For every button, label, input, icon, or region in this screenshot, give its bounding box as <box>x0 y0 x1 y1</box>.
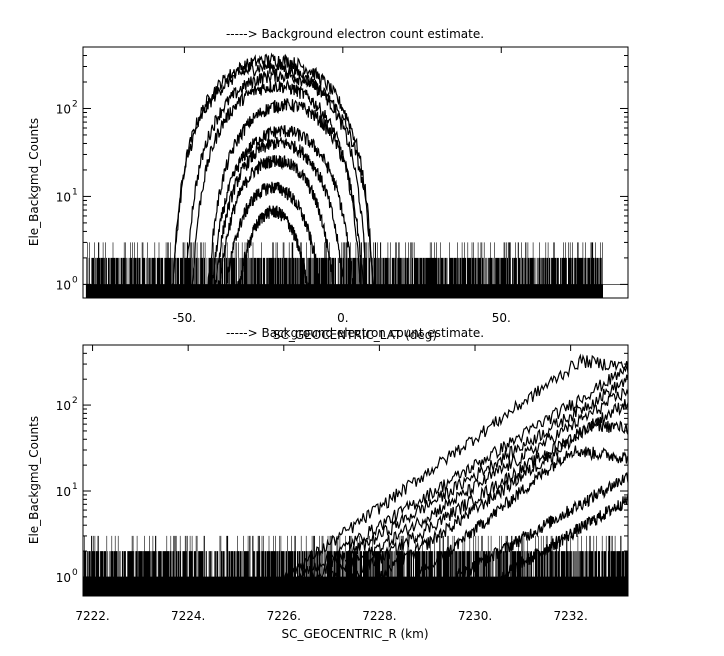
series-line-6 <box>212 136 347 296</box>
x-axis: 7222. 7224. 7226. 7228. 7230. 7232. <box>75 345 588 623</box>
x-tick-label: -50. <box>173 311 196 325</box>
y-axis-label: Ele_Backgmd_Counts <box>27 118 41 246</box>
series-line-2 <box>183 68 376 299</box>
y-tick-label: 10 <box>56 102 71 116</box>
series-line-7 <box>455 472 629 584</box>
y-tick-exponent: 2 <box>72 396 78 406</box>
y-tick-exponent: 2 <box>72 99 78 109</box>
y-tick-label: 10 <box>56 485 71 499</box>
chart-title: -----> Background electron count estimat… <box>226 326 484 340</box>
y-tick-exponent: 1 <box>72 482 78 492</box>
y-tick-exponent: 1 <box>72 187 78 197</box>
x-axis-label: SC_GEOCENTRIC_LAT (deg) <box>273 328 437 342</box>
x-tick-label: 7230. <box>458 609 492 623</box>
x-tick-label: 7232. <box>553 609 587 623</box>
series-group <box>82 353 629 596</box>
series-line-0 <box>171 52 376 296</box>
series-line-2 <box>311 374 629 583</box>
series-line-3 <box>190 79 363 297</box>
x-tick-label: 7224. <box>171 609 205 623</box>
y-tick-label: 10 <box>56 571 71 585</box>
series-line-5 <box>209 125 357 298</box>
x-tick-label: 50. <box>492 311 511 325</box>
series-group <box>83 52 628 299</box>
plot-frame <box>82 46 629 299</box>
chart-panel-r: -----> Background electron count estimat… <box>27 326 629 641</box>
y-tick-label: 10 <box>56 399 71 413</box>
series-line-4 <box>350 399 629 580</box>
y-tick-label: 10 <box>56 190 71 204</box>
y-tick-exponent: 0 <box>72 275 78 285</box>
series-line-3 <box>331 387 629 581</box>
series-line-6 <box>417 445 629 583</box>
plot-frame <box>82 344 629 597</box>
series-line-1 <box>297 363 629 581</box>
y-tick-label: 10 <box>56 278 71 292</box>
y-tick-exponent: 0 <box>72 568 78 578</box>
noise-band <box>83 242 628 298</box>
x-tick-label: 0. <box>337 311 348 325</box>
x-tick-label: 7222. <box>75 609 109 623</box>
x-axis-label: SC_GEOCENTRIC_R (km) <box>282 627 429 641</box>
series-line-7 <box>215 155 338 299</box>
x-tick-label: 7228. <box>362 609 396 623</box>
chart-panel-lat: -----> Background electron count estimat… <box>27 27 629 342</box>
x-tick-label: 7226. <box>267 609 301 623</box>
series-line-8 <box>221 181 325 299</box>
y-axis-label: Ele_Backgmd_Counts <box>27 416 41 544</box>
series-line-8 <box>498 493 629 584</box>
series-line-0 <box>283 353 629 581</box>
series-line-4 <box>206 98 366 297</box>
chart-title: -----> Background electron count estimat… <box>226 27 484 41</box>
series-line-5 <box>378 418 629 581</box>
series-line-9 <box>234 205 312 299</box>
x-axis: -50. 0. 50. <box>173 47 511 325</box>
